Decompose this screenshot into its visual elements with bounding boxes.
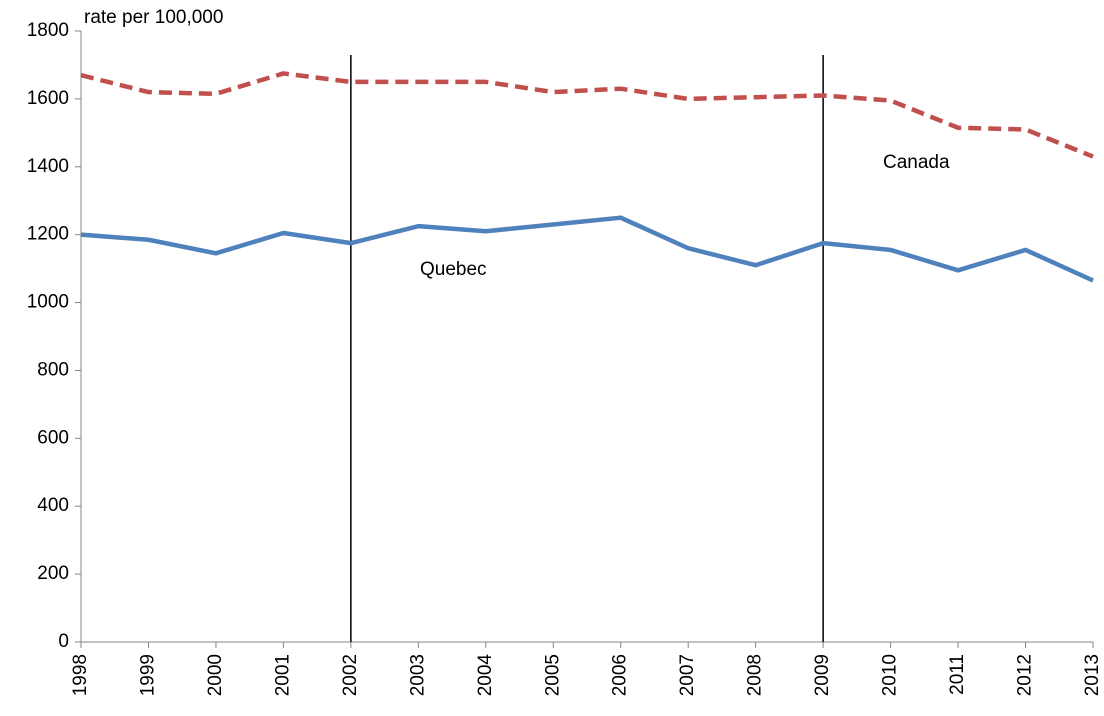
y-tick-label: 1400	[27, 156, 69, 177]
y-tick-label: 1200	[27, 224, 69, 245]
x-tick-label: 2005	[542, 654, 563, 696]
y-tick-label: 800	[37, 359, 69, 380]
x-tick-label: 2009	[812, 654, 833, 696]
series-label: Quebec	[420, 259, 487, 280]
y-tick-label: 0	[58, 631, 69, 652]
y-tick-label: 600	[37, 427, 69, 448]
series-label: Canada	[883, 152, 950, 173]
x-tick-label: 2007	[677, 654, 698, 696]
x-tick-label: 2003	[407, 654, 428, 696]
x-tick-label: 2010	[880, 654, 901, 696]
x-tick-label: 2002	[340, 654, 361, 696]
y-tick-label: 400	[37, 495, 69, 516]
x-tick-label: 2011	[947, 654, 968, 695]
x-tick-label: 2004	[475, 654, 496, 697]
x-tick-label: 2013	[1082, 654, 1103, 696]
x-tick-label: 1998	[70, 654, 91, 696]
x-tick-label: 2000	[205, 654, 226, 696]
x-tick-label: 2008	[745, 654, 766, 696]
y-tick-label: 1600	[27, 88, 69, 109]
line-series	[80, 71, 1094, 159]
x-tick-label: 1999	[137, 654, 158, 696]
y-tick-label: 200	[37, 563, 69, 584]
x-tick-label: 2012	[1015, 654, 1036, 696]
y-tick-label: 1000	[27, 292, 69, 313]
x-tick-label: 2001	[272, 654, 293, 696]
y-axis-label: rate per 100,000	[84, 7, 223, 28]
y-tick-label: 1800	[27, 20, 69, 41]
line-series	[80, 215, 1094, 283]
x-tick-label: 2006	[610, 654, 631, 696]
